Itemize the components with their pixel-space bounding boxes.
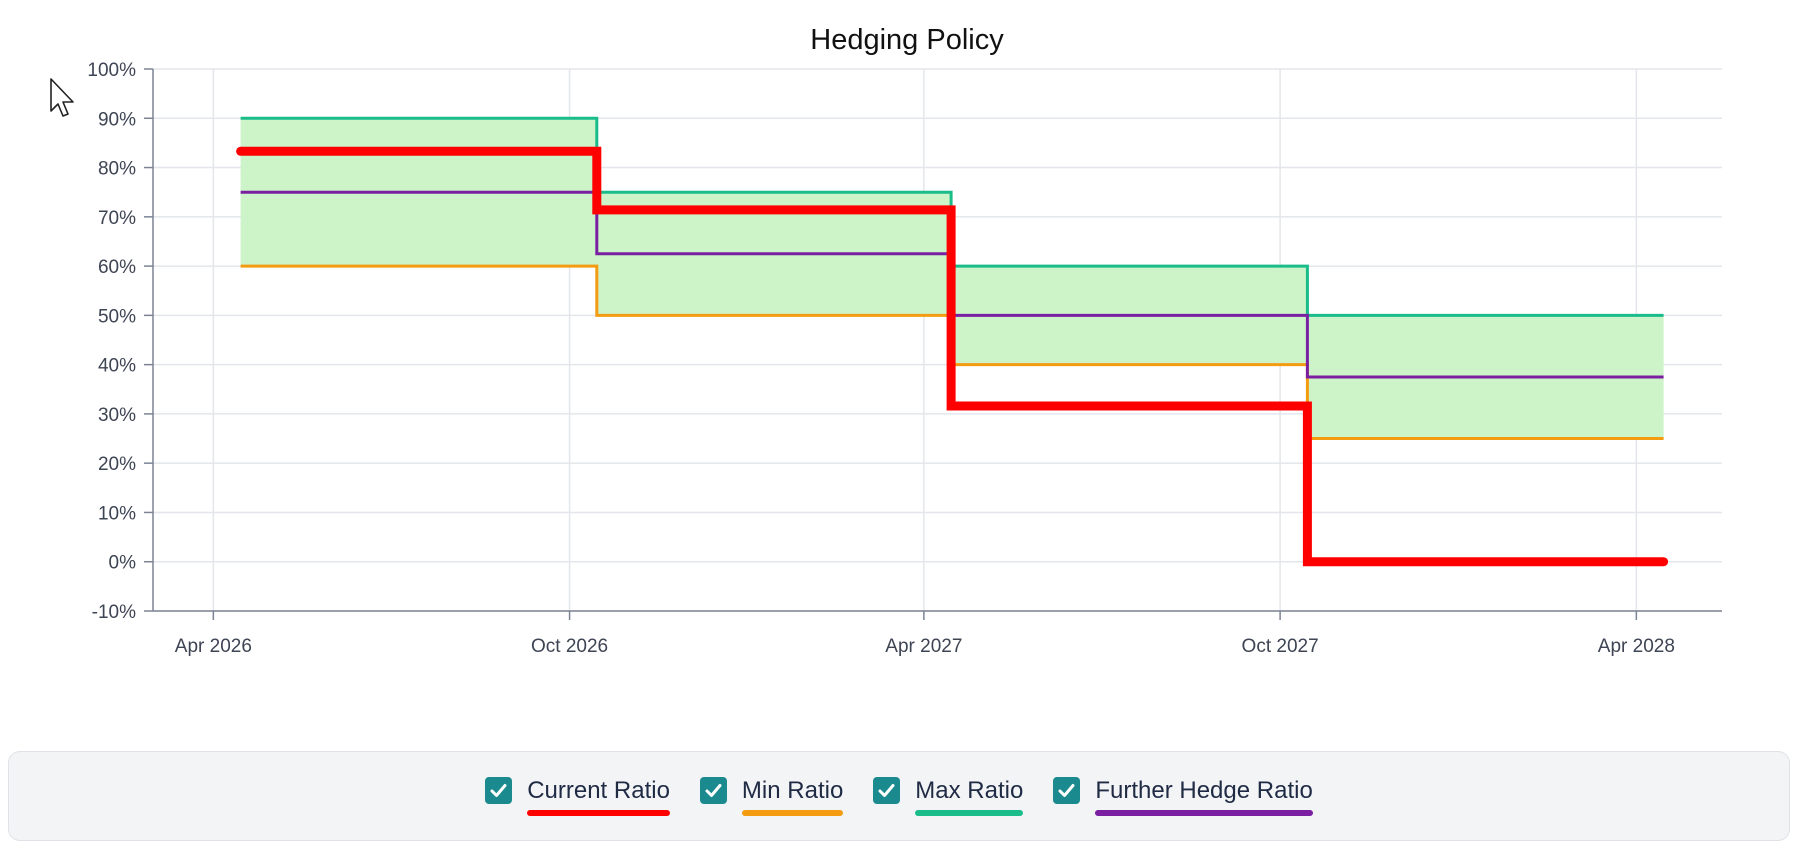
legend-color-swatch [527, 809, 670, 816]
x-tick-label: Apr 2027 [885, 636, 962, 657]
chart-area: Hedging Policy 100% 90% 80% 70% 60% 50% 40% 30%… [50, 24, 1722, 657]
y-tick-label: -10% [92, 602, 136, 623]
legend-item-current-ratio[interactable]: Current Ratio [485, 776, 670, 816]
y-tick-label: 20% [98, 454, 136, 475]
series-lines [236, 116, 1669, 567]
legend-checkbox[interactable] [485, 776, 513, 804]
y-tick-label: 40% [98, 356, 136, 377]
legend-item-further-hedge-ratio[interactable]: Further Hedge Ratio [1053, 776, 1313, 816]
legend-label: Max Ratio [915, 776, 1024, 804]
checkmark-icon [705, 783, 722, 797]
legend-checkbox[interactable] [699, 776, 727, 804]
axes: 100% 90% 80% 70% 60% 50% 40% 30% 20% 10% 0% -10% Apr… [87, 60, 1722, 657]
legend-label: Further Hedge Ratio [1095, 776, 1313, 804]
legend-label-group: Max Ratio [915, 776, 1024, 816]
legend-checkbox[interactable] [873, 776, 901, 804]
legend-label-group: Min Ratio [741, 776, 844, 816]
legend-item-min-ratio[interactable]: Min Ratio [699, 776, 844, 816]
y-tick-label: 30% [98, 405, 136, 426]
legend-label: Min Ratio [741, 776, 844, 804]
legend-item-max-ratio[interactable]: Max Ratio [873, 776, 1024, 816]
checkmark-icon [878, 783, 895, 797]
legend-color-swatch [741, 809, 844, 816]
chart-title: Hedging Policy [810, 24, 1004, 56]
legend-color-swatch [1095, 809, 1313, 816]
legend-label-group: Current Ratio [527, 777, 670, 816]
mouse-pointer-icon [50, 78, 74, 117]
y-tick-label: 80% [98, 159, 136, 180]
legend-color-swatch [915, 809, 1024, 816]
y-tick-label: 70% [98, 208, 136, 229]
y-tick-label: 100% [87, 60, 136, 81]
x-tick-label: Oct 2026 [531, 636, 608, 657]
y-tick-label: 10% [98, 503, 136, 524]
y-tick-label: 90% [98, 109, 136, 130]
legend-panel: Current Ratio Min Ratio Max Ratio Further H… [8, 751, 1790, 841]
y-tick-label: 60% [98, 257, 136, 278]
x-tick-label: Apr 2028 [1598, 636, 1675, 657]
y-tick-label: 50% [98, 306, 136, 327]
series-line-current-ratio [236, 146, 1669, 567]
legend-label-group: Further Hedge Ratio [1095, 776, 1313, 816]
legend-label: Current Ratio [527, 776, 670, 804]
checkmark-icon [1058, 783, 1075, 797]
hedging-policy-chart: Hedging Policy 100% 90% 80% 70% 60% 50% 40% 30%… [50, 24, 1722, 657]
legend-checkbox[interactable] [1053, 776, 1081, 804]
checkmark-icon [490, 783, 507, 797]
x-tick-label: Oct 2027 [1242, 636, 1319, 657]
y-tick-label: 0% [109, 553, 137, 574]
x-tick-label: Apr 2026 [175, 636, 252, 657]
